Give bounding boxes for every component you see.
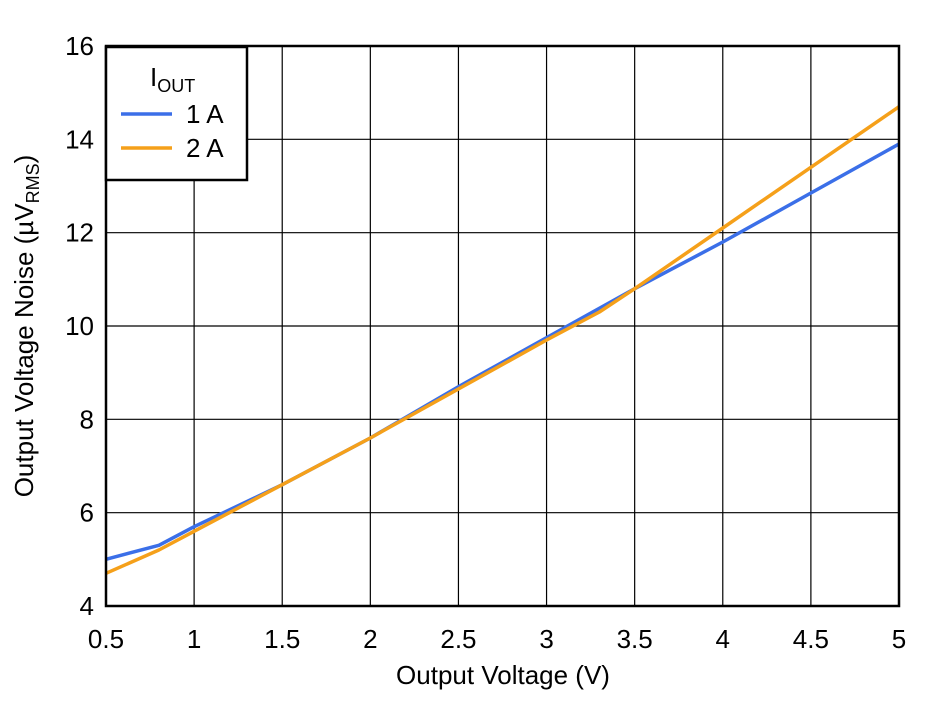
legend-label-2: 2 A <box>186 133 224 163</box>
x-tick-label: 3.5 <box>617 624 653 654</box>
legend: IOUT 1 A2 A <box>104 45 249 182</box>
x-tick-label: 4.5 <box>793 624 829 654</box>
y-tick-label: 8 <box>80 404 94 434</box>
y-tick-label: 6 <box>80 498 94 528</box>
y-tick-labels: 4 6 8 10 12 14 16 <box>65 31 94 621</box>
legend-label-1: 1 A <box>186 99 224 129</box>
legend-title-main: I <box>150 62 157 92</box>
x-tick-label: 3 <box>539 624 553 654</box>
legend-title-sub: OUT <box>157 76 195 96</box>
series-line-1 <box>105 142 900 561</box>
y-tick-label: 4 <box>80 591 94 621</box>
x-tick-label: 0.5 <box>88 624 124 654</box>
x-tick-label: 1.5 <box>264 624 300 654</box>
x-tick-label: 4 <box>716 624 730 654</box>
y-axis-label-main: Output Voltage Noise (µV <box>9 203 39 498</box>
y-axis-label: Output Voltage Noise (µVRMS) <box>9 155 43 498</box>
y-axis-label-sub: RMS <box>23 163 43 203</box>
x-tick-label: 1 <box>187 624 201 654</box>
y-axis-label-close: ) <box>9 155 39 164</box>
y-tick-label: 10 <box>65 311 94 341</box>
series-line-2 <box>105 105 900 575</box>
x-tick-label: 5 <box>892 624 906 654</box>
y-tick-label: 16 <box>65 31 94 61</box>
plot-frame <box>104 44 901 608</box>
legend-title: IOUT <box>150 62 195 96</box>
legend-entries: 1 A2 A <box>121 99 224 163</box>
y-tick-label: 14 <box>65 124 94 154</box>
x-tick-label: 2.5 <box>440 624 476 654</box>
x-axis-label: Output Voltage (V) <box>396 660 610 690</box>
series-lines <box>105 105 900 575</box>
x-tick-labels: 0.5 1 1.5 2 2.5 3 3.5 4 4.5 5 <box>88 624 906 654</box>
y-tick-label: 12 <box>65 218 94 248</box>
x-tick-label: 2 <box>363 624 377 654</box>
